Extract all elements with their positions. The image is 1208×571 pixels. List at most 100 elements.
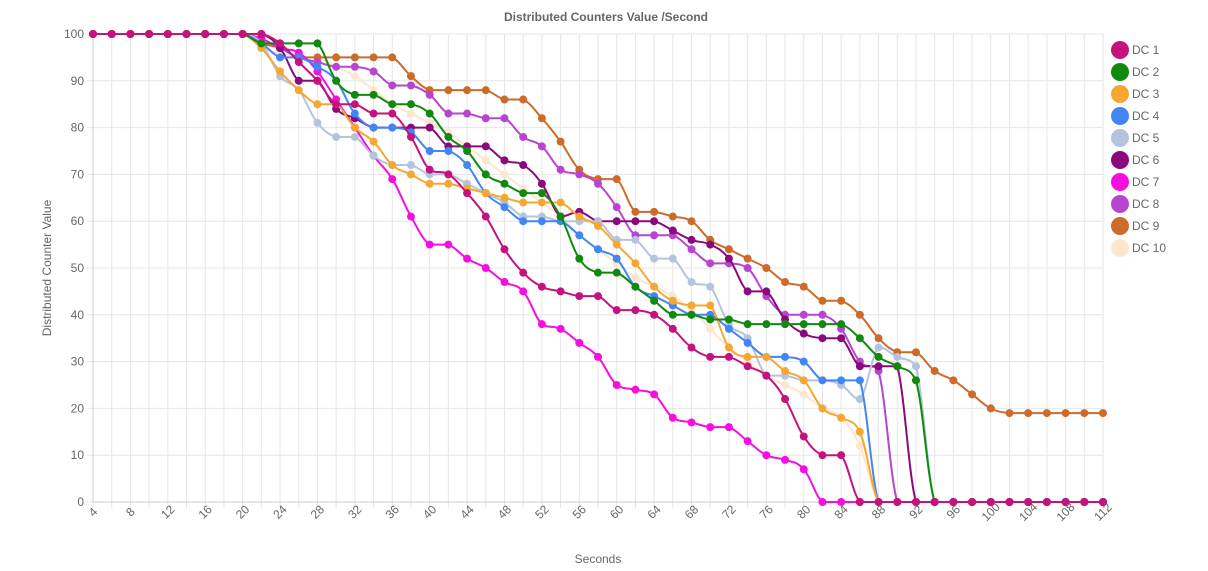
data-point-dc-3[interactable]: [706, 301, 715, 310]
data-point-dc-9[interactable]: [1080, 409, 1089, 418]
data-point-dc-4[interactable]: [781, 352, 790, 361]
data-point-dc-8[interactable]: [799, 310, 808, 319]
data-point-dc-2[interactable]: [855, 334, 864, 343]
data-point-dc-7[interactable]: [650, 390, 659, 399]
legend-item-dc-5[interactable]: DC 5: [1111, 129, 1160, 147]
data-point-dc-3[interactable]: [837, 413, 846, 422]
data-point-dc-2[interactable]: [425, 109, 434, 118]
legend-item-dc-7[interactable]: DC 7: [1111, 173, 1160, 191]
legend-item-dc-2[interactable]: DC 2: [1111, 63, 1160, 81]
data-point-dc-7[interactable]: [687, 418, 696, 427]
data-point-dc-7[interactable]: [668, 413, 677, 422]
data-point-dc-8[interactable]: [612, 203, 621, 212]
data-point-dc-9[interactable]: [650, 207, 659, 216]
data-point-dc-9[interactable]: [1061, 409, 1070, 418]
data-point-dc-7[interactable]: [500, 278, 509, 287]
data-point-dc-7[interactable]: [519, 287, 528, 296]
data-point-dc-9[interactable]: [612, 175, 621, 184]
data-point-dc-2[interactable]: [463, 147, 472, 155]
data-point-dc-1[interactable]: [650, 310, 659, 319]
data-point-dc-1[interactable]: [463, 189, 472, 198]
data-point-dc-1[interactable]: [687, 343, 696, 352]
data-point-dc-2[interactable]: [911, 376, 920, 385]
legend-item-dc-3[interactable]: DC 3: [1111, 85, 1160, 103]
data-point-dc-4[interactable]: [519, 217, 528, 226]
data-point-dc-2[interactable]: [612, 268, 621, 277]
data-point-dc-8[interactable]: [369, 67, 378, 76]
data-point-dc-5[interactable]: [350, 132, 359, 141]
data-point-dc-5[interactable]: [332, 132, 341, 141]
data-point-dc-1[interactable]: [276, 39, 285, 48]
data-point-dc-4[interactable]: [500, 203, 509, 212]
data-point-dc-5[interactable]: [687, 278, 696, 287]
data-point-dc-2[interactable]: [687, 310, 696, 319]
data-point-dc-9[interactable]: [762, 264, 771, 272]
data-point-dc-7[interactable]: [706, 423, 715, 432]
data-point-dc-1[interactable]: [481, 212, 490, 221]
data-point-dc-7[interactable]: [594, 352, 602, 361]
data-point-dc-9[interactable]: [631, 207, 640, 216]
data-point-dc-9[interactable]: [986, 404, 995, 413]
data-point-dc-9[interactable]: [388, 53, 397, 62]
data-point-dc-10[interactable]: [855, 441, 864, 450]
data-point-dc-1[interactable]: [1005, 498, 1014, 506]
data-point-dc-5[interactable]: [369, 151, 378, 160]
data-point-dc-2[interactable]: [313, 39, 322, 48]
data-point-dc-1[interactable]: [500, 245, 509, 254]
data-point-dc-2[interactable]: [500, 179, 509, 188]
data-point-dc-1[interactable]: [369, 109, 378, 118]
data-point-dc-6[interactable]: [668, 226, 677, 235]
data-point-dc-1[interactable]: [724, 352, 733, 361]
data-point-dc-1[interactable]: [425, 165, 434, 174]
data-point-dc-10[interactable]: [481, 156, 490, 165]
data-point-dc-9[interactable]: [781, 278, 790, 287]
data-point-dc-1[interactable]: [163, 30, 172, 38]
data-point-dc-8[interactable]: [444, 109, 453, 118]
data-point-dc-3[interactable]: [481, 189, 490, 198]
data-point-dc-1[interactable]: [762, 371, 771, 380]
data-point-dc-1[interactable]: [89, 30, 97, 38]
data-point-dc-9[interactable]: [818, 296, 827, 305]
data-point-dc-5[interactable]: [911, 362, 920, 371]
data-point-dc-7[interactable]: [612, 381, 621, 389]
data-point-dc-2[interactable]: [668, 310, 677, 319]
data-point-dc-10[interactable]: [406, 109, 415, 118]
data-point-dc-6[interactable]: [762, 287, 771, 296]
data-point-dc-9[interactable]: [406, 72, 415, 81]
data-point-dc-9[interactable]: [930, 366, 939, 375]
data-point-dc-4[interactable]: [388, 123, 397, 132]
data-point-dc-3[interactable]: [594, 221, 602, 230]
data-point-dc-3[interactable]: [687, 301, 696, 310]
data-point-dc-2[interactable]: [406, 100, 415, 109]
data-point-dc-6[interactable]: [818, 334, 827, 343]
data-point-dc-4[interactable]: [612, 254, 621, 263]
data-point-dc-2[interactable]: [332, 76, 341, 85]
data-point-dc-1[interactable]: [743, 362, 752, 371]
data-point-dc-2[interactable]: [781, 320, 790, 329]
data-point-dc-7[interactable]: [388, 175, 397, 184]
data-point-dc-1[interactable]: [706, 352, 715, 361]
data-point-dc-2[interactable]: [724, 315, 733, 324]
data-point-dc-7[interactable]: [837, 498, 846, 506]
data-point-dc-4[interactable]: [313, 62, 322, 71]
data-point-dc-3[interactable]: [650, 282, 659, 291]
data-point-dc-6[interactable]: [294, 76, 303, 85]
data-point-dc-2[interactable]: [743, 320, 752, 329]
data-point-dc-1[interactable]: [612, 306, 621, 315]
data-point-dc-1[interactable]: [556, 287, 565, 296]
data-point-dc-3[interactable]: [294, 86, 303, 95]
data-point-dc-2[interactable]: [762, 320, 771, 329]
data-point-dc-3[interactable]: [799, 376, 808, 385]
data-point-dc-7[interactable]: [575, 338, 584, 347]
data-point-dc-7[interactable]: [425, 240, 434, 249]
data-point-dc-3[interactable]: [369, 137, 378, 146]
data-point-dc-6[interactable]: [874, 362, 883, 371]
data-point-dc-9[interactable]: [911, 348, 920, 357]
data-point-dc-9[interactable]: [519, 95, 528, 104]
data-point-dc-6[interactable]: [650, 217, 659, 226]
data-point-dc-6[interactable]: [743, 287, 752, 296]
data-point-dc-7[interactable]: [762, 451, 771, 460]
data-point-dc-3[interactable]: [612, 240, 621, 249]
data-point-dc-9[interactable]: [724, 245, 733, 254]
data-point-dc-10[interactable]: [781, 381, 790, 389]
